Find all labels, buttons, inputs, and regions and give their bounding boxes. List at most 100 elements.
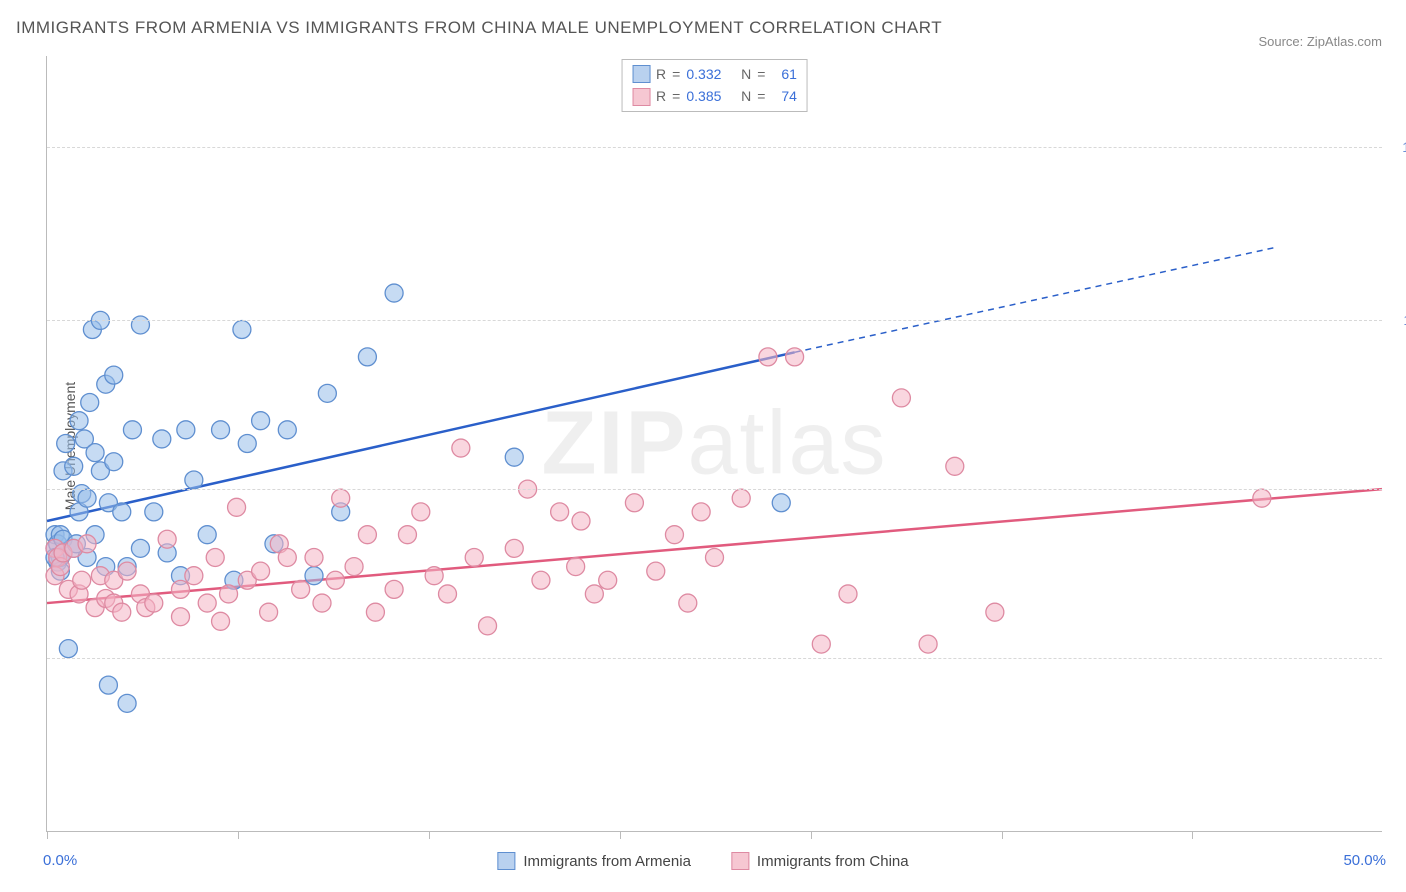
point-armenia — [70, 412, 88, 430]
legend-correlation: R = 0.332 N = 61 R = 0.385 N = 74 — [621, 59, 808, 112]
swatch-armenia — [497, 852, 515, 870]
point-armenia — [278, 421, 296, 439]
x-axis-max-label: 50.0% — [1343, 852, 1386, 869]
point-armenia — [86, 444, 104, 462]
point-armenia — [305, 567, 323, 585]
point-china — [599, 571, 617, 589]
r-value-china: 0.385 — [686, 85, 721, 107]
point-armenia — [145, 503, 163, 521]
trendline-dash-armenia — [795, 247, 1276, 352]
gridline-h — [47, 658, 1382, 659]
point-china — [358, 526, 376, 544]
point-china — [479, 617, 497, 635]
point-china — [439, 585, 457, 603]
legend-label-armenia: Immigrants from Armenia — [523, 853, 691, 870]
point-armenia — [99, 676, 117, 694]
gridline-h — [47, 489, 1382, 490]
legend-item-china: Immigrants from China — [731, 852, 909, 870]
point-china — [665, 526, 683, 544]
x-tick — [811, 831, 812, 839]
y-tick-label: 11.2% — [1387, 312, 1406, 328]
point-china — [212, 612, 230, 630]
chart-container: IMMIGRANTS FROM ARMENIA VS IMMIGRANTS FR… — [0, 0, 1406, 892]
source-name: ZipAtlas.com — [1307, 34, 1382, 49]
point-china — [986, 603, 1004, 621]
point-armenia — [113, 503, 131, 521]
point-china — [345, 558, 363, 576]
point-china — [732, 489, 750, 507]
plot-area: ZIPatlas R = 0.332 N = 61 R = 0.385 — [46, 56, 1382, 832]
point-china — [206, 548, 224, 566]
r-value-armenia: 0.332 — [686, 63, 721, 85]
point-china — [812, 635, 830, 653]
point-china — [946, 457, 964, 475]
point-china — [625, 494, 643, 512]
plot-svg — [47, 56, 1382, 831]
x-tick — [47, 831, 48, 839]
point-armenia — [358, 348, 376, 366]
point-china — [185, 567, 203, 585]
legend-item-armenia: Immigrants from Armenia — [497, 852, 691, 870]
y-tick-label: 3.8% — [1387, 650, 1406, 666]
point-china — [278, 548, 296, 566]
point-china — [366, 603, 384, 621]
point-armenia — [118, 694, 136, 712]
swatch-armenia — [632, 65, 650, 83]
x-tick — [620, 831, 621, 839]
point-armenia — [59, 640, 77, 658]
point-armenia — [385, 284, 403, 302]
x-tick — [1002, 831, 1003, 839]
point-china — [172, 580, 190, 598]
legend-label-china: Immigrants from China — [757, 853, 909, 870]
eq-sign: = — [757, 63, 765, 85]
source-label: Source: — [1258, 34, 1306, 49]
point-china — [647, 562, 665, 580]
x-tick — [1192, 831, 1193, 839]
point-armenia — [65, 457, 83, 475]
point-china — [398, 526, 416, 544]
n-label: N — [741, 85, 751, 107]
point-armenia — [212, 421, 230, 439]
point-china — [551, 503, 569, 521]
point-china — [145, 594, 163, 612]
point-china — [158, 530, 176, 548]
point-armenia — [177, 421, 195, 439]
point-armenia — [198, 526, 216, 544]
point-china — [252, 562, 270, 580]
n-value-china: 74 — [781, 85, 797, 107]
point-armenia — [78, 489, 96, 507]
point-china — [326, 571, 344, 589]
chart-title: IMMIGRANTS FROM ARMENIA VS IMMIGRANTS FR… — [16, 18, 942, 38]
x-axis-min-label: 0.0% — [43, 852, 77, 869]
point-china — [73, 571, 91, 589]
point-china — [220, 585, 238, 603]
point-china — [585, 585, 603, 603]
point-china — [228, 498, 246, 516]
point-china — [572, 512, 590, 530]
point-armenia — [153, 430, 171, 448]
point-china — [892, 389, 910, 407]
point-china — [260, 603, 278, 621]
legend-row-china: R = 0.385 N = 74 — [632, 85, 797, 107]
point-china — [118, 562, 136, 580]
point-china — [198, 594, 216, 612]
point-china — [332, 489, 350, 507]
point-china — [172, 608, 190, 626]
point-china — [839, 585, 857, 603]
point-china — [78, 535, 96, 553]
legend-series: Immigrants from Armenia Immigrants from … — [497, 852, 908, 870]
r-label: R — [656, 85, 666, 107]
point-china — [465, 548, 483, 566]
n-value-armenia: 61 — [781, 63, 797, 85]
point-armenia — [131, 539, 149, 557]
point-armenia — [318, 384, 336, 402]
point-china — [679, 594, 697, 612]
point-china — [567, 558, 585, 576]
point-armenia — [57, 435, 75, 453]
y-tick-label: 15.0% — [1387, 139, 1406, 155]
point-china — [706, 548, 724, 566]
swatch-china — [632, 88, 650, 106]
legend-row-armenia: R = 0.332 N = 61 — [632, 63, 797, 85]
gridline-h — [47, 147, 1382, 148]
source-attribution: Source: ZipAtlas.com — [1258, 34, 1382, 49]
